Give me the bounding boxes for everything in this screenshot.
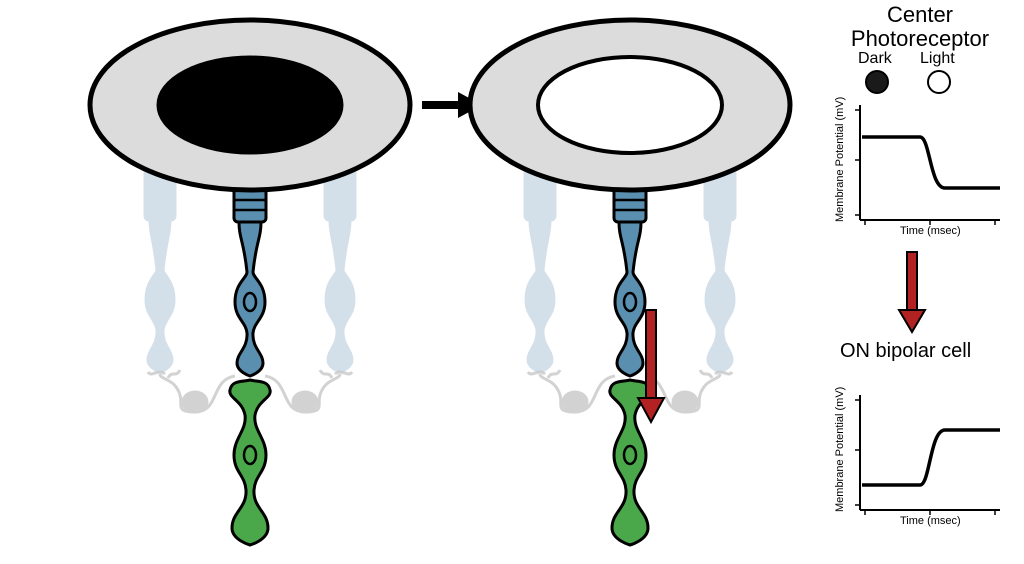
- side-photoreceptor: [145, 150, 175, 372]
- receptive-field-light-group: [470, 20, 790, 545]
- legend-light-label: Light: [920, 50, 955, 68]
- side-photoreceptor: [525, 150, 555, 372]
- horizontal-cell: [148, 370, 235, 412]
- legend-dark-icon: [866, 71, 888, 93]
- receptive-field-center-light: [538, 57, 722, 153]
- legend-light-icon: [928, 71, 950, 93]
- horizontal-cell: [528, 370, 615, 412]
- photoreceptor-trace: [862, 137, 1000, 188]
- chart2-xlabel: Time (msec): [900, 515, 961, 527]
- bipolar-chart: [855, 395, 1000, 515]
- receptive-field-dark-group: [90, 20, 410, 545]
- chart1-ylabel: Membrane Potential (mV): [834, 92, 846, 222]
- legend: [866, 71, 950, 93]
- title-line1: Center: [830, 2, 1010, 28]
- receptive-field-center-dark: [158, 57, 342, 153]
- chart-link-arrow-red: [899, 252, 925, 332]
- side-photoreceptor: [325, 150, 355, 372]
- side-photoreceptor: [705, 150, 735, 372]
- photoreceptor-chart: [855, 105, 1000, 225]
- legend-dark-label: Dark: [858, 50, 892, 68]
- horizontal-cell: [265, 370, 352, 412]
- chart2-ylabel: Membrane Potential (mV): [834, 382, 846, 512]
- title-line2: Photoreceptor: [810, 26, 1024, 52]
- bipolar-trace: [862, 430, 1000, 485]
- bipolar-label: ON bipolar cell: [840, 340, 1024, 363]
- on-bipolar-cell: [230, 380, 270, 545]
- chart1-xlabel: Time (msec): [900, 225, 961, 237]
- diagram-canvas: [0, 0, 1024, 564]
